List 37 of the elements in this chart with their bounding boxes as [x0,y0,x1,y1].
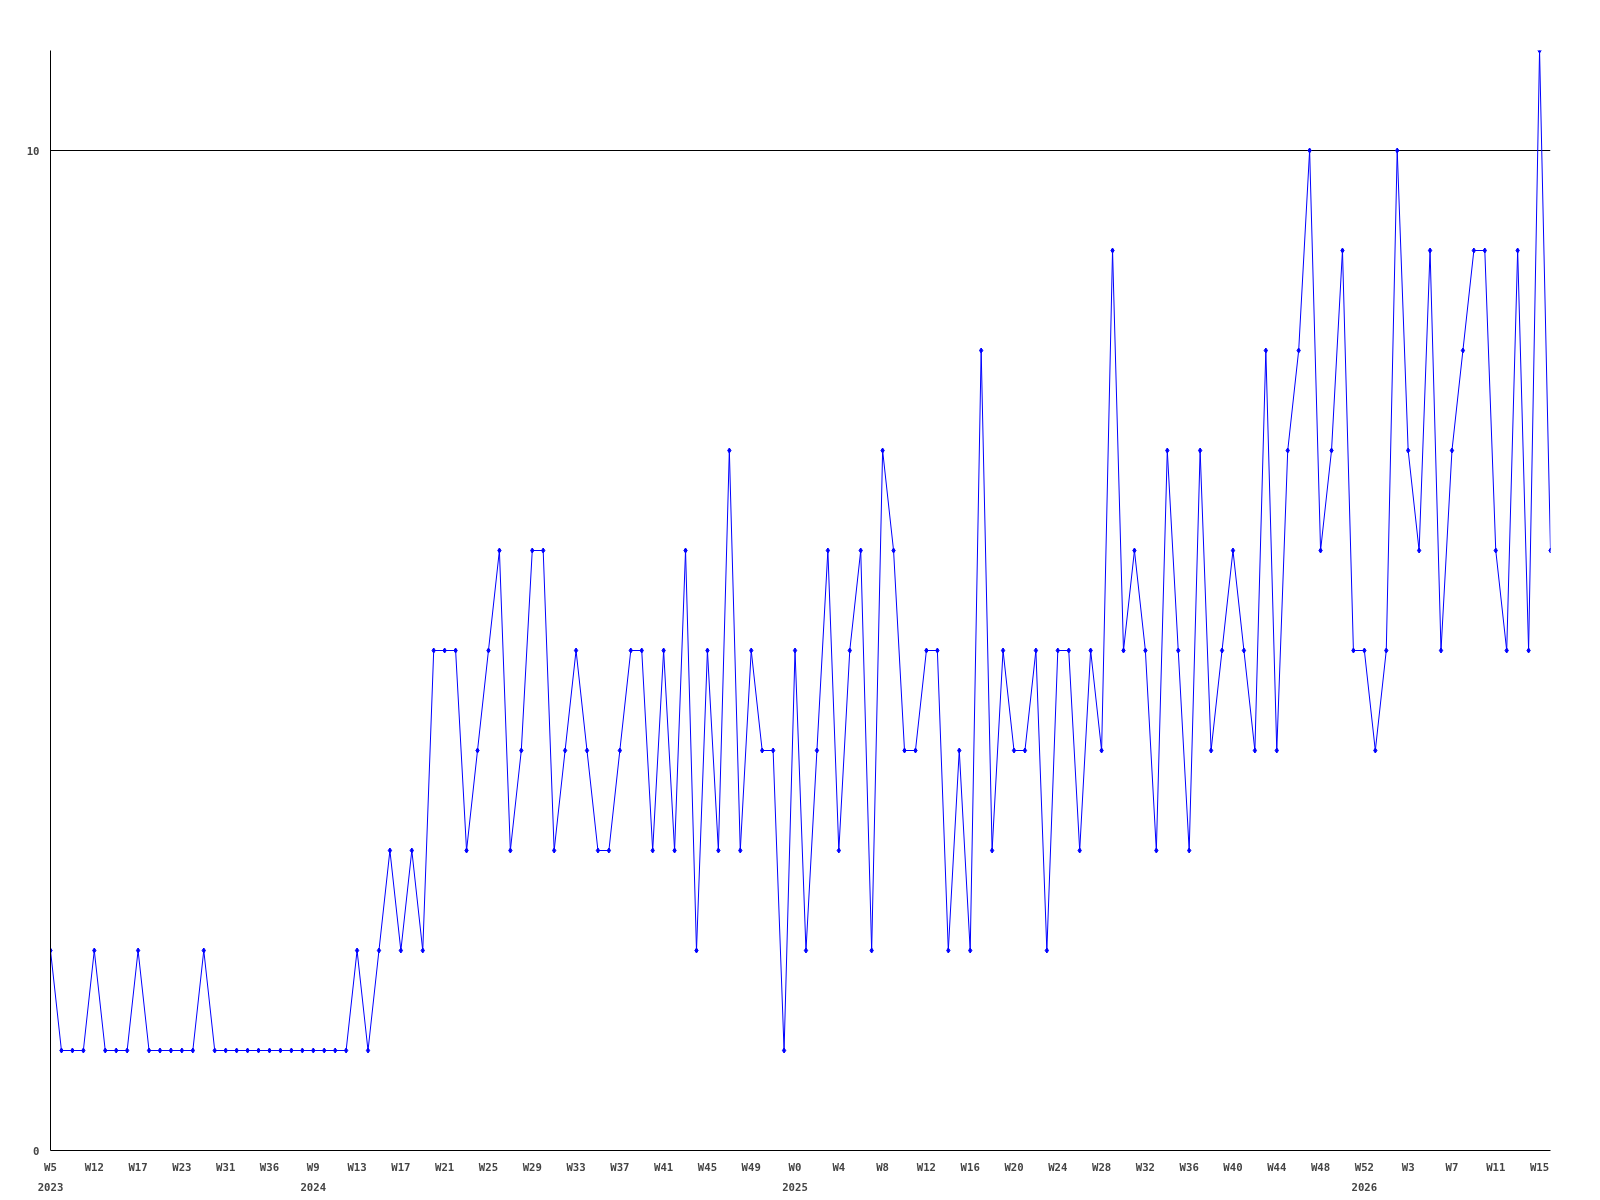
category-label: W0 2025 [782,1160,808,1194]
x-tick-label: W21 [435,1160,455,1174]
x-tick-label: W13 [347,1160,367,1174]
x-tick-label: W44 [1267,1160,1287,1174]
x-tick-label: W17 [391,1160,411,1174]
x-tick-label: W36 [259,1160,280,1174]
x-tick-label: W20 [1004,1160,1024,1174]
x-tick-label: W41 [654,1160,674,1174]
x-tick-label: W40 [1223,1160,1243,1174]
x-tick-label: W3 [1401,1160,1415,1174]
x-tick-label: W33 [566,1160,586,1174]
x-tick-label: W11 [1486,1160,1506,1174]
x-tick-label: W7 [1445,1160,1459,1174]
x-tick-label: W24 [1048,1160,1068,1174]
x-tick-label: W37 [610,1160,630,1174]
y-tick-label: 10 [26,144,40,158]
x-tick-label: W31 [216,1160,236,1174]
x-tick-label: W17 [128,1160,148,1174]
x-tick-label: W32 [1135,1160,1156,1174]
x-tick-label: W15 [1529,1160,1550,1174]
x-tick-label: W23 [172,1160,192,1174]
x-tick-label: W8 [876,1160,890,1174]
category-label: W5 2023 [37,1160,64,1194]
x-tick-label: W4 [832,1160,846,1174]
x-tick-label: W16 [960,1160,980,1174]
x-tick-label: W28 [1091,1160,1112,1174]
x-tick-label: W48 [1310,1160,1331,1174]
category-label: W9 2024 [300,1160,327,1194]
x-tick-label: W29 [522,1160,542,1174]
x-tick-label: W25 [478,1160,499,1174]
x-tick-label: W36 [1179,1160,1199,1174]
x-tick-label: W45 [697,1160,718,1174]
x-tick-label: W12 [84,1160,104,1174]
x-tick-label: W12 [916,1160,937,1174]
category-label: W52 2026 [1351,1160,1378,1194]
x-tick-label: W49 [741,1160,761,1174]
y-tick-label: 0 [33,1144,40,1158]
